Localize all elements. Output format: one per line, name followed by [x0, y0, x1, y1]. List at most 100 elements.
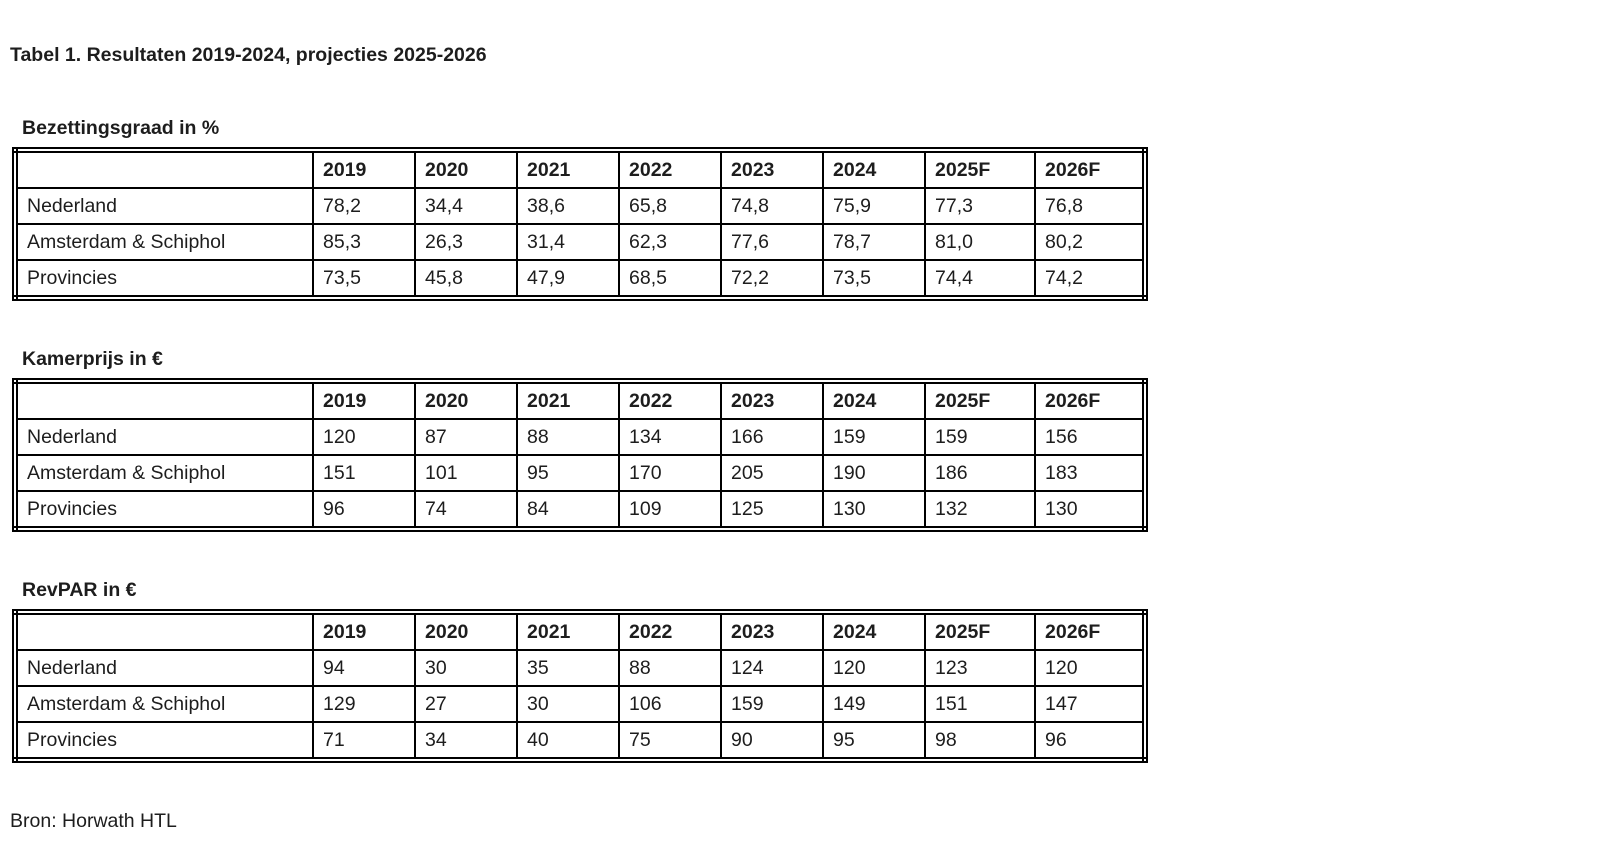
- table-row: Nederland 78,2 34,4 38,6 65,8 74,8 75,9 …: [14, 187, 1146, 225]
- value-cell: 190: [822, 454, 926, 492]
- year-column-header: 2020: [414, 611, 518, 651]
- value-cell: 77,3: [924, 187, 1036, 225]
- value-cell: 132: [924, 490, 1036, 530]
- value-cell: 101: [414, 454, 518, 492]
- value-cell: 75,9: [822, 187, 926, 225]
- year-column-header: 2024: [822, 149, 926, 189]
- value-cell: 170: [618, 454, 722, 492]
- value-cell: 75: [618, 721, 722, 761]
- value-cell: 120: [1034, 649, 1146, 687]
- value-cell: 72,2: [720, 259, 824, 299]
- value-cell: 130: [822, 490, 926, 530]
- table-row: Amsterdam & Schiphol 85,3 26,3 31,4 62,3…: [14, 223, 1146, 261]
- page-title: Tabel 1. Resultaten 2019-2024, projectie…: [10, 44, 487, 66]
- year-column-header: 2019: [312, 149, 416, 189]
- value-cell: 84: [516, 490, 620, 530]
- value-cell: 76,8: [1034, 187, 1146, 225]
- row-label-cell: Provincies: [14, 721, 314, 761]
- value-cell: 34,4: [414, 187, 518, 225]
- section-heading-bezettingsgraad: Bezettingsgraad in %: [22, 117, 220, 139]
- value-cell: 149: [822, 685, 926, 723]
- table-row: Provincies 71 34 40 75 90 95 98 96: [14, 721, 1146, 761]
- bezettingsgraad-table: 2019 2020 2021 2022 2023 2024 2025F 2026…: [12, 147, 1148, 301]
- table-row: Nederland 120 87 88 134 166 159 159 156: [14, 418, 1146, 456]
- value-cell: 159: [720, 685, 824, 723]
- value-cell: 94: [312, 649, 416, 687]
- value-cell: 38,6: [516, 187, 620, 225]
- value-cell: 166: [720, 418, 824, 456]
- table-header-row: 2019 2020 2021 2022 2023 2024 2025F 2026…: [14, 380, 1146, 420]
- value-cell: 77,6: [720, 223, 824, 261]
- value-cell: 87: [414, 418, 518, 456]
- value-cell: 159: [822, 418, 926, 456]
- source-note: Bron: Horwath HTL: [10, 810, 177, 832]
- year-column-header: 2022: [618, 611, 722, 651]
- value-cell: 124: [720, 649, 824, 687]
- row-label-cell: Amsterdam & Schiphol: [14, 454, 314, 492]
- table-header-row: 2019 2020 2021 2022 2023 2024 2025F 2026…: [14, 149, 1146, 189]
- value-cell: 130: [1034, 490, 1146, 530]
- value-cell: 186: [924, 454, 1036, 492]
- value-cell: 74,4: [924, 259, 1036, 299]
- value-cell: 30: [414, 649, 518, 687]
- value-cell: 156: [1034, 418, 1146, 456]
- empty-corner-cell: [14, 149, 314, 189]
- year-column-header: 2023: [720, 149, 824, 189]
- value-cell: 96: [1034, 721, 1146, 761]
- value-cell: 34: [414, 721, 518, 761]
- year-column-header: 2025F: [924, 149, 1036, 189]
- value-cell: 109: [618, 490, 722, 530]
- section-heading-kamerprijs: Kamerprijs in €: [22, 348, 163, 370]
- row-label-cell: Nederland: [14, 187, 314, 225]
- row-label-cell: Provincies: [14, 490, 314, 530]
- document-page: Tabel 1. Resultaten 2019-2024, projectie…: [10, 44, 1148, 832]
- row-label-cell: Nederland: [14, 649, 314, 687]
- value-cell: 98: [924, 721, 1036, 761]
- row-label-cell: Amsterdam & Schiphol: [14, 685, 314, 723]
- year-column-header: 2021: [516, 611, 620, 651]
- value-cell: 35: [516, 649, 620, 687]
- value-cell: 73,5: [312, 259, 416, 299]
- value-cell: 123: [924, 649, 1036, 687]
- value-cell: 106: [618, 685, 722, 723]
- value-cell: 88: [618, 649, 722, 687]
- kamerprijs-table: 2019 2020 2021 2022 2023 2024 2025F 2026…: [12, 378, 1148, 532]
- value-cell: 81,0: [924, 223, 1036, 261]
- section-heading-revpar: RevPAR in €: [22, 579, 137, 601]
- table-row: Provincies 73,5 45,8 47,9 68,5 72,2 73,5…: [14, 259, 1146, 299]
- year-column-header: 2026F: [1034, 380, 1146, 420]
- value-cell: 78,2: [312, 187, 416, 225]
- value-cell: 73,5: [822, 259, 926, 299]
- value-cell: 85,3: [312, 223, 416, 261]
- year-column-header: 2022: [618, 380, 722, 420]
- value-cell: 159: [924, 418, 1036, 456]
- value-cell: 88: [516, 418, 620, 456]
- year-column-header: 2019: [312, 380, 416, 420]
- table-row: Provincies 96 74 84 109 125 130 132 130: [14, 490, 1146, 530]
- value-cell: 120: [312, 418, 416, 456]
- table-row: Amsterdam & Schiphol 151 101 95 170 205 …: [14, 454, 1146, 492]
- value-cell: 40: [516, 721, 620, 761]
- value-cell: 62,3: [618, 223, 722, 261]
- value-cell: 68,5: [618, 259, 722, 299]
- year-column-header: 2020: [414, 149, 518, 189]
- value-cell: 45,8: [414, 259, 518, 299]
- value-cell: 30: [516, 685, 620, 723]
- value-cell: 90: [720, 721, 824, 761]
- year-column-header: 2021: [516, 149, 620, 189]
- table-row: Amsterdam & Schiphol 129 27 30 106 159 1…: [14, 685, 1146, 723]
- value-cell: 74,2: [1034, 259, 1146, 299]
- value-cell: 134: [618, 418, 722, 456]
- value-cell: 151: [312, 454, 416, 492]
- year-column-header: 2023: [720, 611, 824, 651]
- value-cell: 78,7: [822, 223, 926, 261]
- value-cell: 120: [822, 649, 926, 687]
- value-cell: 147: [1034, 685, 1146, 723]
- year-column-header: 2025F: [924, 611, 1036, 651]
- value-cell: 74,8: [720, 187, 824, 225]
- value-cell: 125: [720, 490, 824, 530]
- value-cell: 80,2: [1034, 223, 1146, 261]
- year-column-header: 2026F: [1034, 611, 1146, 651]
- value-cell: 74: [414, 490, 518, 530]
- year-column-header: 2022: [618, 149, 722, 189]
